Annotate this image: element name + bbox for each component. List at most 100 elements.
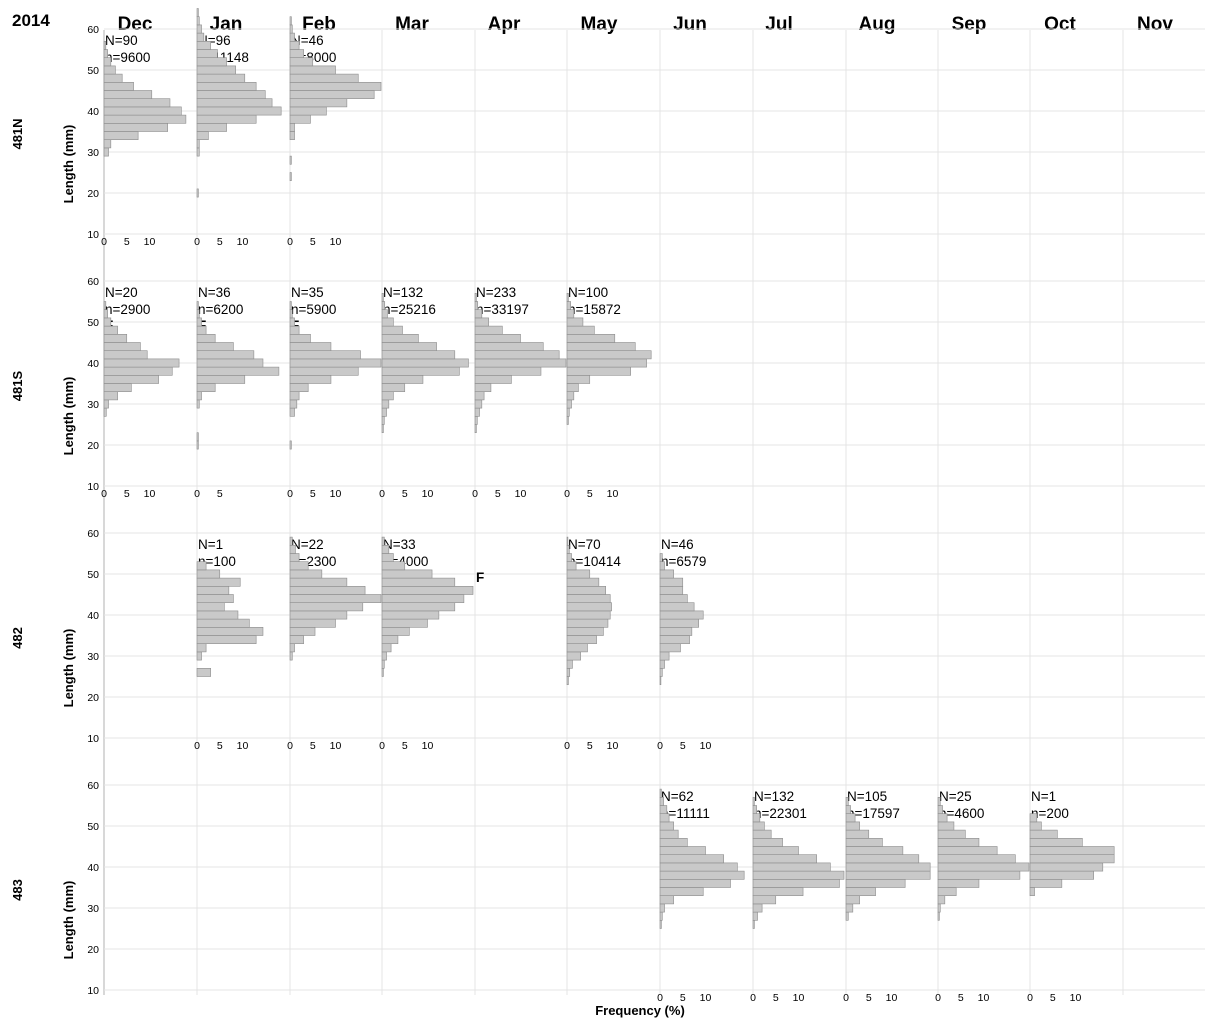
y-tick-label: 30 — [87, 651, 99, 663]
histogram-bar — [659, 829, 679, 839]
histogram-bar — [474, 317, 489, 327]
histogram-bar — [289, 32, 295, 42]
histogram-bar — [381, 635, 399, 644]
histogram-bar — [289, 24, 293, 34]
histogram-bar — [381, 577, 456, 587]
sample-count-N: N=100 — [568, 285, 608, 300]
histogram-bar — [289, 309, 293, 319]
histogram-bar — [103, 90, 153, 99]
histogram-bar — [103, 325, 118, 335]
histogram-bar — [289, 602, 364, 612]
row-label: 481S — [10, 370, 25, 401]
x-tick-label: 0 — [379, 740, 385, 752]
histogram-bar — [103, 407, 107, 417]
sample-count-n: n=6200 — [198, 302, 243, 317]
histogram-bar — [381, 415, 385, 425]
histogram-bar — [289, 391, 300, 401]
histogram-bar — [381, 399, 390, 409]
histogram-bar — [103, 40, 107, 50]
histogram-bar — [289, 383, 309, 392]
panel-482-feb: N=22n=2300F0510 — [287, 536, 382, 752]
histogram-bar — [289, 65, 336, 75]
histogram-bar — [659, 626, 693, 636]
histogram-bar — [659, 813, 670, 823]
histogram-bar — [381, 358, 469, 368]
histogram-bar — [103, 65, 116, 75]
histogram-bar — [566, 602, 612, 612]
histogram-bar — [196, 618, 250, 628]
histogram-bar — [289, 301, 292, 310]
histogram-bar — [196, 342, 234, 351]
histogram-bar — [196, 106, 282, 116]
histogram-bar — [845, 829, 870, 839]
month-header-jun: Jun — [673, 14, 707, 35]
histogram-bar — [566, 415, 569, 425]
histogram-bar — [845, 887, 876, 896]
histogram-bar — [566, 643, 588, 653]
histogram-bar — [289, 317, 295, 327]
histogram-bar — [103, 383, 132, 392]
x-tick-label: 5 — [773, 992, 779, 1004]
histogram-bar — [381, 292, 384, 302]
histogram-bar — [566, 383, 579, 392]
histogram-bar — [196, 65, 236, 75]
histogram-bar — [474, 350, 560, 360]
histogram-bar — [289, 90, 375, 99]
histogram-bar — [845, 805, 851, 814]
histogram-bar — [381, 610, 440, 620]
histogram-bar — [289, 16, 292, 26]
histogram-bar — [289, 172, 292, 181]
histogram-bar — [566, 651, 581, 661]
y-tick-label: 40 — [87, 610, 99, 622]
sample-count-N: N=20 — [105, 285, 138, 300]
histogram-bar — [474, 309, 483, 319]
histogram-bar — [103, 123, 169, 132]
histogram-bar — [196, 366, 280, 376]
x-tick-label: 10 — [700, 992, 712, 1004]
histogram-bar — [659, 919, 662, 929]
y-axis-title: Length (mm) — [61, 377, 76, 456]
histogram-bar — [659, 635, 690, 644]
histogram-bar — [659, 610, 704, 620]
x-tick-label: 5 — [217, 740, 223, 752]
panel-482-mar: N=33n=4000F0510 — [379, 536, 474, 752]
histogram-bar — [566, 350, 652, 360]
histogram-bar — [659, 805, 668, 814]
y-tick-label: 50 — [87, 317, 99, 329]
histogram-bar — [659, 618, 699, 628]
histogram-bar — [1029, 846, 1115, 855]
histogram-bar — [289, 585, 366, 595]
histogram-bar — [474, 374, 512, 384]
histogram-bar — [474, 333, 521, 343]
histogram-bar — [289, 350, 361, 360]
sample-count-n: n=5900 — [291, 302, 336, 317]
histogram-bar — [196, 82, 257, 91]
histogram-bar — [381, 407, 387, 417]
row-label: 482 — [10, 627, 25, 649]
histogram-bar — [381, 569, 433, 579]
histogram-bar — [752, 837, 783, 847]
histogram-bar — [103, 139, 112, 149]
sample-count-N: N=90 — [105, 33, 138, 48]
histogram-bar — [103, 366, 173, 376]
histogram-bar — [752, 911, 758, 921]
histogram-bar — [845, 796, 849, 806]
histogram-bar — [103, 73, 123, 83]
sample-count-N: N=35 — [291, 285, 324, 300]
x-tick-label: 10 — [237, 236, 249, 248]
histogram-bar — [289, 407, 295, 417]
histogram-bar — [196, 626, 264, 636]
histogram-bar — [659, 651, 670, 661]
histogram-bar — [196, 90, 266, 99]
histogram-bar — [196, 333, 216, 343]
x-tick-label: 5 — [680, 740, 686, 752]
y-tick-label: 20 — [87, 188, 99, 200]
histogram-bar — [196, 569, 221, 579]
y-tick-label: 20 — [87, 944, 99, 956]
histogram-bar — [566, 659, 573, 669]
histogram-bar — [659, 903, 665, 913]
x-tick-label: 0 — [194, 236, 200, 248]
histogram-bar — [937, 903, 941, 913]
